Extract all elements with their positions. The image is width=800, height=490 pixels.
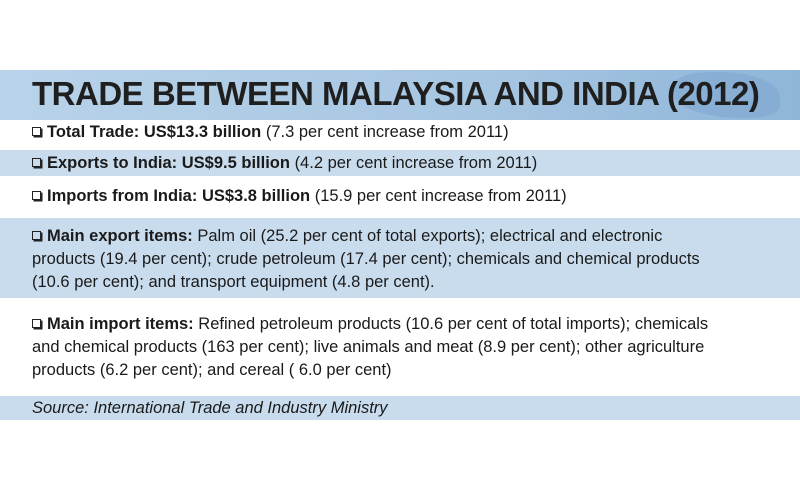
row-note: (4.2 per cent increase from 2011) xyxy=(294,154,538,172)
row-value: US$3.8 billion xyxy=(201,187,311,205)
infographic-card: TRADE BETWEEN MALAYSIA AND INDIA (2012) … xyxy=(0,70,800,420)
checkbox-bullet-icon xyxy=(32,191,41,200)
row-note: (7.3 per cent increase from 2011) xyxy=(265,123,509,141)
row-text-line: products (19.4 per cent); crude petroleu… xyxy=(32,250,700,268)
infographic-title: TRADE BETWEEN MALAYSIA AND INDIA (2012) xyxy=(32,75,760,112)
row-label: Main import items: xyxy=(47,315,194,333)
exports-row: Exports to India: US$9.5 billion (4.2 pe… xyxy=(0,150,800,176)
checkbox-bullet-icon xyxy=(32,231,41,240)
total-trade-row: Total Trade: US$13.3 billion (7.3 per ce… xyxy=(0,120,800,145)
import-items-row: Main import items: Refined petroleum pro… xyxy=(0,306,800,390)
export-items-row: Main export items: Palm oil (25.2 per ce… xyxy=(0,218,800,298)
checkbox-bullet-icon xyxy=(32,127,41,136)
checkbox-bullet-icon xyxy=(32,158,41,167)
row-note: (15.9 per cent increase from 2011) xyxy=(314,187,567,205)
row-text-line: (10.6 per cent); and transport equipment… xyxy=(32,273,435,291)
row-value: US$13.3 billion xyxy=(143,123,262,141)
row-label: Total Trade: xyxy=(47,123,140,141)
row-label: Imports from India: xyxy=(47,187,198,205)
row-label: Exports to India: xyxy=(47,154,178,172)
checkbox-bullet-icon xyxy=(32,319,41,328)
imports-row: Imports from India: US$3.8 billion (15.9… xyxy=(0,182,800,210)
title-bar: TRADE BETWEEN MALAYSIA AND INDIA (2012) xyxy=(0,70,800,120)
row-text-line: products (6.2 per cent); and cereal ( 6.… xyxy=(32,361,392,379)
row-label: Main export items: xyxy=(47,227,193,245)
row-text-line: and chemical products (163 per cent); li… xyxy=(32,338,705,356)
source-note: Source: International Trade and Industry… xyxy=(0,396,800,420)
row-text-line: Refined petroleum products (10.6 per cen… xyxy=(198,315,709,333)
row-text-line: Palm oil (25.2 per cent of total exports… xyxy=(197,227,663,245)
row-value: US$9.5 billion xyxy=(181,154,290,172)
